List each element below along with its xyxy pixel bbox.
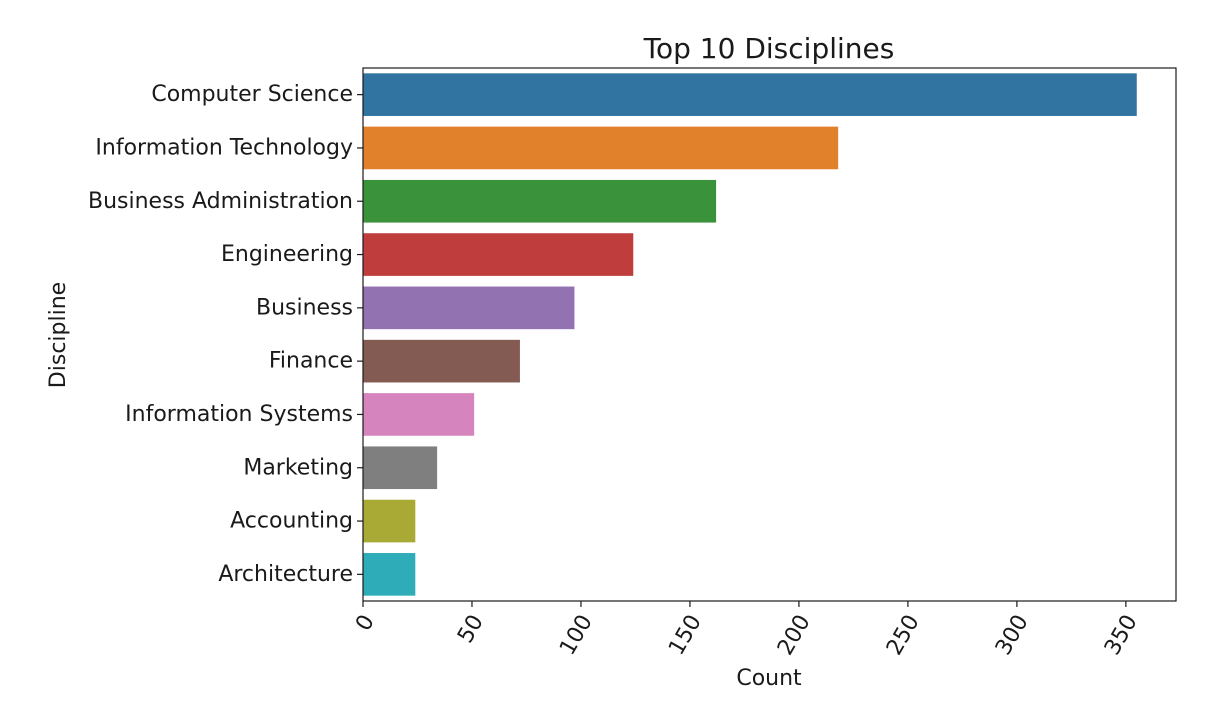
y-tick-label: Business: [256, 295, 353, 320]
chart-title: Top 10 Disciplines: [643, 32, 895, 65]
y-tick-label: Finance: [269, 349, 353, 374]
y-axis-label: Discipline: [46, 282, 71, 388]
x-tick-label: 300: [991, 611, 1034, 660]
x-tick-label: 200: [773, 611, 816, 660]
x-tick-label: 100: [555, 611, 598, 660]
x-tick-label: 250: [882, 611, 925, 660]
bar-engineering: [363, 233, 634, 276]
y-tick-label: Architecture: [218, 562, 353, 587]
x-axis-ticks: 0 50 100 150 200 250 300 350: [351, 601, 1143, 660]
y-tick-label: Information Systems: [125, 402, 353, 427]
y-tick-label: Engineering: [221, 242, 353, 267]
y-tick-label: Computer Science: [151, 82, 353, 107]
y-axis-ticks: Computer Science Information Technology Bu…: [88, 82, 363, 587]
bar-marketing: [363, 446, 438, 490]
bar-business: [363, 286, 575, 330]
bar-business-administration: [363, 179, 717, 223]
bar-information-technology: [363, 126, 839, 170]
bar-architecture: [363, 553, 416, 596]
bar-accounting: [363, 499, 416, 543]
y-tick-label: Accounting: [230, 509, 353, 534]
bar-information-systems: [363, 393, 475, 436]
y-tick-label: Business Administration: [88, 189, 353, 214]
bar-finance: [363, 339, 520, 383]
x-tick-label: 50: [453, 611, 489, 648]
bars-group: [363, 73, 1137, 596]
y-tick-label: Information Technology: [95, 135, 353, 160]
y-tick-label: Marketing: [243, 455, 353, 480]
x-tick-label: 150: [664, 611, 707, 660]
bar-computer-science: [363, 73, 1137, 116]
plot-frame: [362, 67, 1177, 602]
x-tick-label: 350: [1100, 611, 1143, 660]
x-tick-label: 0: [351, 611, 380, 636]
x-axis-label: Count: [736, 666, 802, 691]
